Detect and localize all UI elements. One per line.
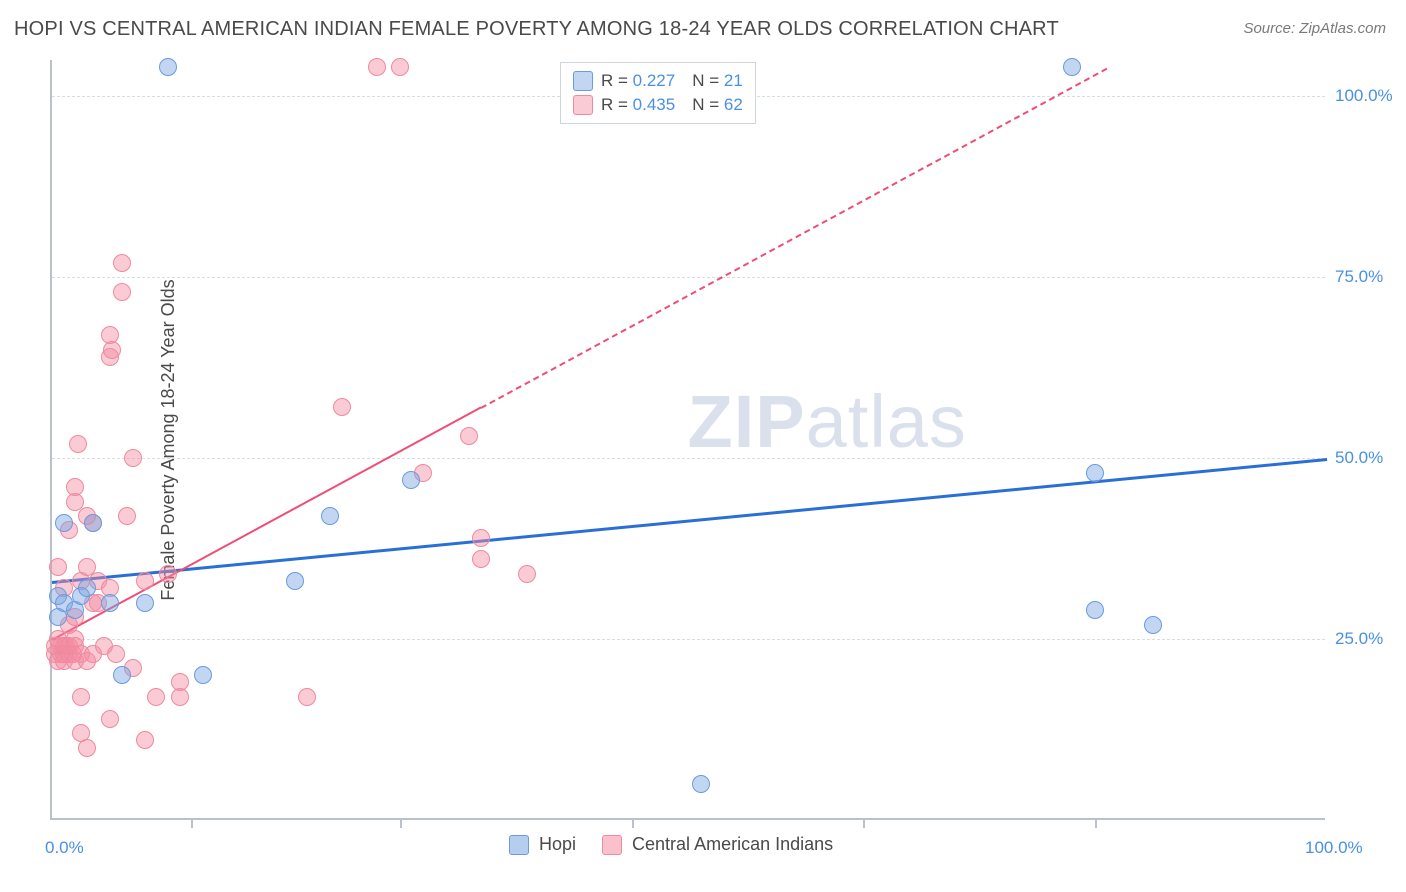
legend-swatch bbox=[509, 835, 529, 855]
data-point bbox=[692, 775, 710, 793]
x-tick bbox=[1095, 818, 1097, 828]
scatter-plot bbox=[50, 60, 1325, 820]
gridline bbox=[52, 277, 1325, 278]
data-point bbox=[460, 427, 478, 445]
data-point bbox=[333, 398, 351, 416]
data-point bbox=[321, 507, 339, 525]
data-point bbox=[1086, 464, 1104, 482]
data-point bbox=[69, 435, 87, 453]
data-point bbox=[136, 731, 154, 749]
data-point bbox=[107, 645, 125, 663]
legend-swatch bbox=[573, 71, 593, 91]
legend-row: R = 0.435 N = 62 bbox=[573, 93, 743, 117]
data-point bbox=[78, 739, 96, 757]
data-point bbox=[518, 565, 536, 583]
x-tick bbox=[400, 818, 402, 828]
data-point bbox=[286, 572, 304, 590]
data-point bbox=[368, 58, 386, 76]
source-label: Source: ZipAtlas.com bbox=[1243, 20, 1386, 37]
x-tick bbox=[632, 818, 634, 828]
legend-swatch bbox=[573, 95, 593, 115]
data-point bbox=[472, 550, 490, 568]
data-point bbox=[1086, 601, 1104, 619]
data-point bbox=[55, 514, 73, 532]
data-point bbox=[113, 666, 131, 684]
data-point bbox=[136, 594, 154, 612]
data-point bbox=[472, 529, 490, 547]
data-point bbox=[113, 254, 131, 272]
y-tick-label: 25.0% bbox=[1335, 629, 1383, 649]
data-point bbox=[101, 710, 119, 728]
legend-label: Central American Indians bbox=[632, 834, 833, 855]
y-tick-label: 75.0% bbox=[1335, 267, 1383, 287]
series-legend: Hopi Central American Indians bbox=[509, 834, 849, 855]
legend-row: R = 0.227 N = 21 bbox=[573, 69, 743, 93]
legend-label: Hopi bbox=[539, 834, 576, 855]
data-point bbox=[118, 507, 136, 525]
data-point bbox=[1144, 616, 1162, 634]
trend-line bbox=[52, 458, 1327, 584]
data-point bbox=[391, 58, 409, 76]
gridline bbox=[52, 458, 1325, 459]
data-point bbox=[1063, 58, 1081, 76]
gridline bbox=[52, 639, 1325, 640]
data-point bbox=[298, 688, 316, 706]
legend-stats: R = 0.227 N = 21 bbox=[601, 69, 743, 93]
legend-swatch bbox=[602, 835, 622, 855]
data-point bbox=[402, 471, 420, 489]
data-point bbox=[101, 594, 119, 612]
data-point bbox=[103, 341, 121, 359]
data-point bbox=[124, 449, 142, 467]
data-point bbox=[159, 565, 177, 583]
data-point bbox=[136, 572, 154, 590]
x-tick bbox=[863, 818, 865, 828]
y-tick-label: 50.0% bbox=[1335, 448, 1383, 468]
y-tick-label: 100.0% bbox=[1335, 86, 1393, 106]
data-point bbox=[84, 514, 102, 532]
x-tick bbox=[191, 818, 193, 828]
data-point bbox=[49, 558, 67, 576]
correlation-legend: R = 0.227 N = 21R = 0.435 N = 62 bbox=[560, 62, 756, 124]
data-point bbox=[66, 478, 84, 496]
data-point bbox=[147, 688, 165, 706]
x-axis-min-label: 0.0% bbox=[45, 838, 84, 858]
data-point bbox=[171, 673, 189, 691]
legend-stats: R = 0.435 N = 62 bbox=[601, 93, 743, 117]
data-point bbox=[113, 283, 131, 301]
data-point bbox=[159, 58, 177, 76]
data-point bbox=[194, 666, 212, 684]
chart-title: HOPI VS CENTRAL AMERICAN INDIAN FEMALE P… bbox=[14, 18, 1059, 41]
data-point bbox=[78, 579, 96, 597]
data-point bbox=[72, 688, 90, 706]
x-axis-max-label: 100.0% bbox=[1305, 838, 1363, 858]
